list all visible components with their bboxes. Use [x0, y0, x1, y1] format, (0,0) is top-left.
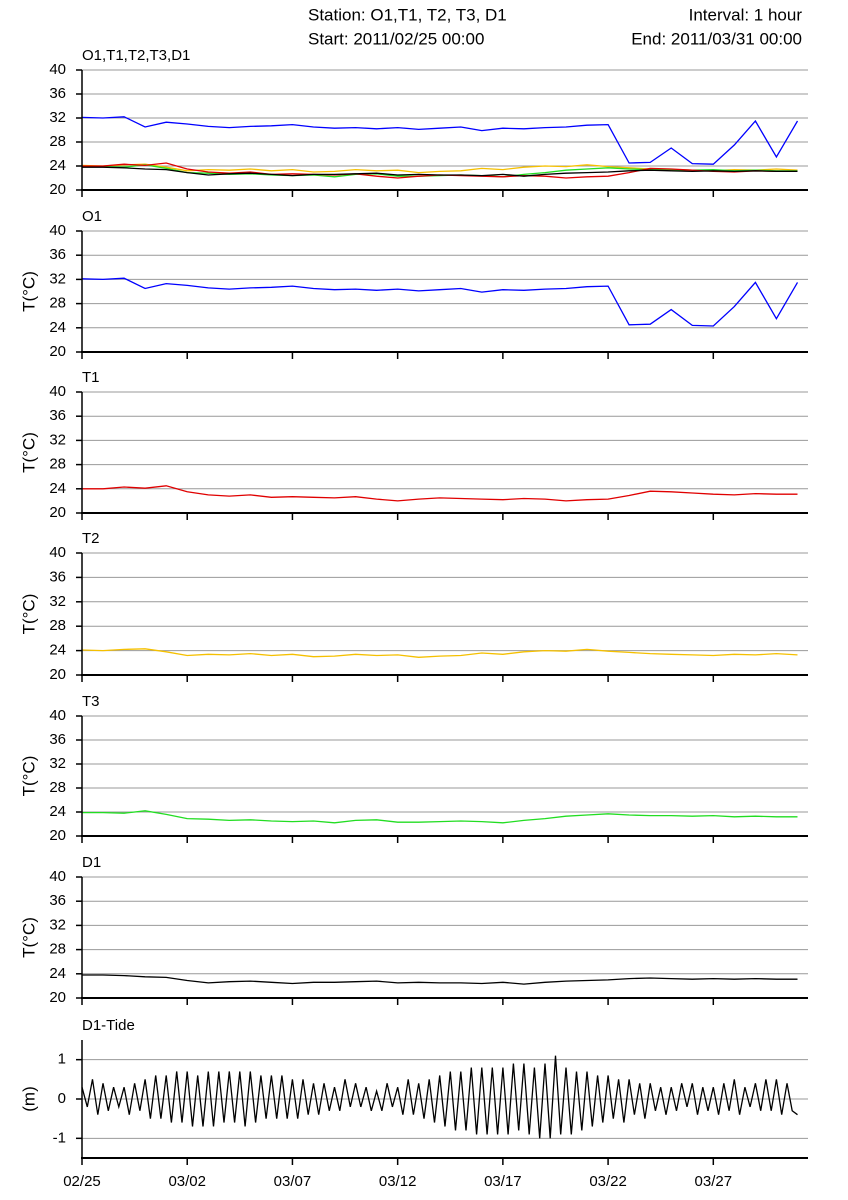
y-tick-label: 40	[49, 61, 66, 78]
y-tick-label: 36	[49, 731, 66, 748]
y-tick-label: 1	[58, 1051, 66, 1068]
x-tick-label: 03/02	[168, 1173, 206, 1190]
y-tick-label: 32	[49, 755, 66, 772]
y-tick-label: 20	[49, 343, 66, 360]
y-tick-label: 32	[49, 916, 66, 933]
series-line	[81, 648, 798, 658]
y-tick-label: 32	[49, 593, 66, 610]
y-tick-label: 36	[49, 568, 66, 585]
y-tick-label: -1	[53, 1129, 66, 1146]
series-line	[82, 485, 798, 502]
end-label: End: 2011/03/31 00:00	[631, 29, 802, 48]
y-tick-label: 40	[49, 544, 66, 561]
y-tick-label: 40	[49, 222, 66, 239]
x-tick-label: 03/27	[695, 1173, 733, 1190]
y-tick-label: 28	[49, 941, 66, 958]
panel-title: D1	[82, 854, 101, 871]
series-line	[81, 277, 799, 327]
x-tick-label: 03/22	[589, 1173, 627, 1190]
y-axis-label: T(°C)	[19, 594, 38, 635]
y-axis-label: T(°C)	[19, 917, 38, 958]
y-tick-label: 28	[49, 295, 66, 312]
y-tick-label: 28	[49, 617, 66, 634]
series-line	[82, 166, 798, 177]
y-tick-label: 24	[49, 642, 66, 659]
y-tick-label: 28	[49, 456, 66, 473]
y-tick-label: 40	[49, 868, 66, 885]
y-tick-label: 24	[49, 965, 66, 982]
y-tick-label: 32	[49, 109, 66, 126]
panel-title: T3	[82, 693, 100, 710]
series-line	[81, 1055, 798, 1139]
y-tick-label: 36	[49, 892, 66, 909]
interval-label: Interval: 1 hour	[689, 5, 803, 24]
panel-title: O1	[82, 208, 102, 225]
y-tick-label: 28	[49, 133, 66, 150]
panel-title: T2	[82, 530, 100, 547]
y-tick-label: 20	[49, 989, 66, 1006]
y-tick-label: 36	[49, 246, 66, 263]
y-tick-label: 28	[49, 779, 66, 796]
y-tick-label: 24	[49, 480, 66, 497]
y-tick-label: 20	[49, 666, 66, 683]
y-axis-label: (m)	[19, 1086, 38, 1111]
y-tick-label: 40	[49, 383, 66, 400]
x-tick-label: 03/17	[484, 1173, 522, 1190]
y-tick-label: 36	[49, 85, 66, 102]
y-tick-label: 24	[49, 319, 66, 336]
y-tick-label: 20	[49, 504, 66, 521]
panel-title: T1	[82, 369, 100, 386]
x-tick-label: 03/07	[274, 1173, 312, 1190]
y-tick-label: 36	[49, 407, 66, 424]
x-tick-label: 03/12	[379, 1173, 417, 1190]
y-tick-label: 40	[49, 707, 66, 724]
y-tick-label: 20	[49, 181, 66, 198]
y-axis-label: T(°C)	[19, 271, 38, 312]
y-tick-label: 24	[49, 157, 66, 174]
y-tick-label: 32	[49, 270, 66, 287]
series-line	[81, 116, 799, 165]
y-tick-label: 24	[49, 803, 66, 820]
panel-title: D1-Tide	[82, 1017, 135, 1034]
y-tick-label: 20	[49, 827, 66, 844]
y-axis-label: T(°C)	[19, 432, 38, 473]
y-tick-label: 32	[49, 431, 66, 448]
station-label: Station: O1,T1, T2, T3, D1	[308, 5, 507, 24]
x-tick-label: 02/25	[63, 1173, 101, 1190]
series-line	[82, 974, 798, 985]
series-line	[82, 810, 798, 824]
start-label: Start: 2011/02/25 00:00	[308, 29, 484, 48]
y-tick-label: 0	[58, 1090, 66, 1107]
panel-title: O1,T1,T2,T3,D1	[82, 47, 190, 64]
y-axis-label: T(°C)	[19, 756, 38, 797]
